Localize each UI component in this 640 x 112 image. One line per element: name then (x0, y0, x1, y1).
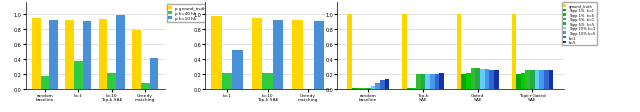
Bar (380, 81, 385, 90)
Bar (371, 86, 375, 90)
Bar (521, 73, 525, 90)
Bar (471, 69, 476, 90)
Bar (516, 75, 521, 90)
Legend: p ground_truth, p k=40 hk, p k=10 hk: p ground_truth, p k=40 hk, p k=10 hk (166, 5, 207, 23)
Bar (544, 71, 548, 90)
Bar (49, 21, 58, 90)
Bar (116, 16, 125, 90)
Bar (511, 15, 516, 90)
Bar (402, 15, 407, 90)
Bar (530, 70, 535, 90)
Bar (494, 70, 499, 90)
Bar (65, 21, 74, 90)
Bar (252, 18, 262, 90)
Bar (439, 73, 444, 90)
Bar (232, 51, 243, 90)
Bar (141, 84, 150, 90)
Bar (348, 15, 352, 90)
Bar (426, 75, 430, 90)
Bar (466, 73, 471, 90)
Bar (480, 69, 484, 90)
Bar (457, 15, 461, 90)
Bar (540, 70, 544, 90)
Bar (435, 75, 439, 90)
Legend: ground_truth, Topp 1%  k=1, Topp 1%  k=5, Topp 5%  k=1, Topp 5%  k=5, Topp 10% k: ground_truth, Topp 1% k=1, Topp 1% k=5, … (562, 3, 596, 46)
Bar (548, 70, 554, 90)
Bar (221, 73, 232, 90)
Bar (356, 88, 362, 90)
Bar (40, 76, 49, 90)
Bar (292, 21, 303, 90)
Bar (32, 18, 40, 90)
Bar (385, 79, 389, 90)
Bar (132, 31, 141, 90)
Bar (362, 88, 366, 90)
Bar (535, 70, 540, 90)
Bar (430, 75, 435, 90)
Bar (83, 22, 92, 90)
Bar (476, 69, 480, 90)
Bar (262, 73, 273, 90)
Bar (366, 88, 371, 90)
Bar (461, 75, 466, 90)
Bar (420, 75, 426, 90)
Bar (99, 20, 108, 90)
Bar (484, 69, 490, 90)
Bar (74, 61, 83, 90)
Bar (352, 88, 356, 90)
Bar (150, 58, 158, 90)
Bar (375, 84, 380, 90)
Bar (416, 75, 420, 90)
Bar (273, 21, 284, 90)
Bar (108, 73, 116, 90)
Bar (314, 22, 324, 90)
Bar (407, 88, 412, 90)
Bar (211, 17, 221, 90)
Bar (490, 71, 494, 90)
Bar (525, 70, 530, 90)
Bar (412, 88, 416, 90)
